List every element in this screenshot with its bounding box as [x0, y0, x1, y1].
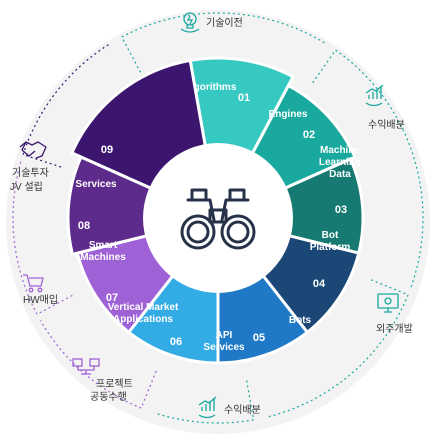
- revenue-share-bottom-text: 수익배분: [224, 404, 261, 416]
- hw-purchase-label: HW매입: [23, 274, 58, 306]
- dashed-connector: [22, 154, 62, 168]
- investment-jv-label: 기술투자 JV 설립: [10, 141, 49, 193]
- segment-08-label: Smart: [89, 240, 118, 251]
- dashed-connector: [312, 49, 337, 84]
- segment-04-label: Bot: [322, 230, 339, 241]
- revenue-share-top-label: 수익배분: [365, 84, 405, 131]
- segment-03-number: 03: [335, 204, 347, 216]
- tech-transfer-label: 기술이전: [180, 12, 243, 33]
- dashed-arc: [39, 320, 142, 409]
- segment-01-number: 01: [238, 92, 250, 104]
- joint-project-text-2: 공동수행: [90, 391, 127, 403]
- segment-03-label: Learning: [319, 157, 361, 168]
- hw-purchase-text: HW매입: [23, 293, 58, 306]
- dashed-arc: [335, 49, 424, 289]
- dashed-connector: [36, 294, 73, 315]
- center-circle: [143, 143, 293, 293]
- outsourcing-text: 외주개발: [376, 323, 413, 335]
- segment-09-label: Services: [75, 179, 117, 190]
- revenue-share-top-text: 수익배분: [368, 119, 405, 131]
- tech-transfer-text: 기술이전: [206, 17, 243, 29]
- outsourcing-label: 외주개발: [376, 293, 413, 335]
- dashed-connector: [246, 380, 255, 420]
- growth-chart-hand-icon: [365, 84, 384, 107]
- segment-03-label: Data: [329, 169, 351, 180]
- segment-08-label: Machines: [80, 252, 126, 263]
- investment-jv-text-2: JV 설립: [10, 180, 43, 193]
- segment-04-number: 04: [313, 278, 326, 290]
- segment-06-number: 06: [170, 336, 182, 348]
- dashed-outer-arcs: [12, 12, 424, 424]
- segment-05-label: Bots: [289, 315, 312, 326]
- segment-07-number: 07: [106, 292, 118, 304]
- dashed-connector: [370, 279, 409, 296]
- segment-01-label: Algorithms: [184, 82, 237, 93]
- lightbulb-hand-icon: [180, 12, 200, 33]
- investment-jv-text-1: 기술투자: [12, 167, 49, 179]
- segment-07-label: Vertical Market: [108, 302, 179, 313]
- dashed-connector: [121, 36, 142, 73]
- revenue-share-bottom-label: 수익배분: [198, 396, 261, 419]
- joint-project-label: 프로젝트 공동수행: [72, 358, 133, 403]
- segment-04-label: Platform: [310, 242, 351, 253]
- shopping-cart-icon: [23, 274, 44, 293]
- binoculars-icon: [180, 188, 256, 250]
- handshake-icon: [19, 141, 47, 159]
- segment-03-label: Machine: [320, 145, 360, 156]
- segment-05-number: 05: [253, 332, 265, 344]
- dashed-arc: [121, 12, 327, 45]
- outer-label-group: 기술이전 수익배분 외주개발: [10, 12, 413, 419]
- dashed-arc: [267, 294, 409, 418]
- segment-08-number: 08: [78, 220, 90, 232]
- growth-chart-hand-icon: [198, 396, 217, 419]
- segment-02-number: 02: [303, 129, 315, 141]
- dashed-arc: [154, 412, 254, 424]
- monitor-gear-icon: [377, 293, 399, 313]
- segment-06-label: Services: [203, 342, 245, 353]
- dashed-connector: [140, 370, 157, 409]
- dashed-arc: [22, 43, 110, 155]
- segment-06-label: API: [216, 330, 233, 341]
- joint-project-text-1: 프로젝트: [96, 378, 133, 390]
- segment-02-label: Engines: [269, 109, 308, 120]
- network-computers-icon: [72, 358, 100, 375]
- segment-09-number: 09: [101, 144, 113, 156]
- segment-07-label: Applications: [113, 314, 173, 325]
